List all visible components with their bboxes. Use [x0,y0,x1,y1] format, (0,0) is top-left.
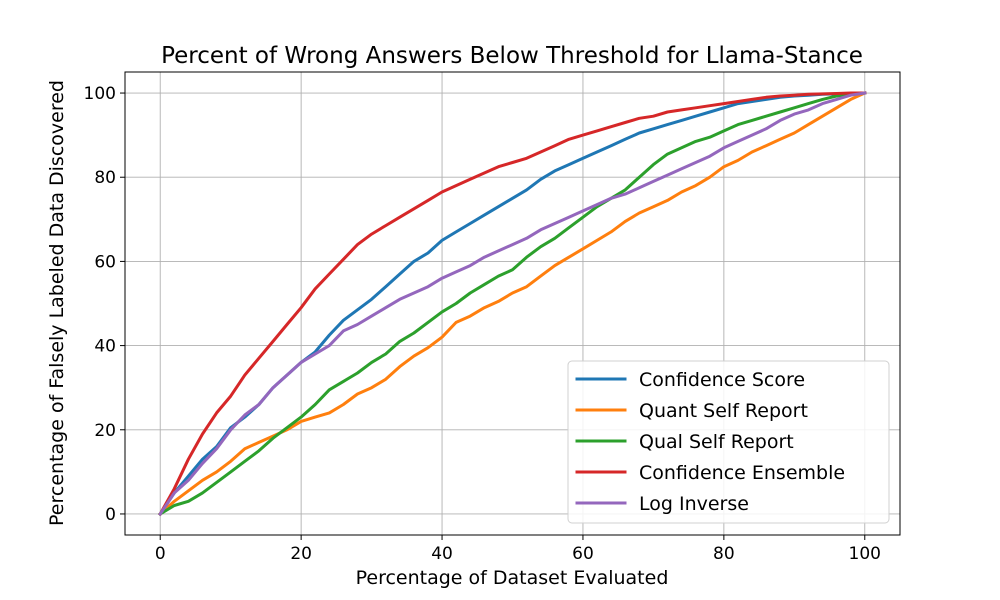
legend-box [567,360,890,524]
y-tick-label-0: 0 [105,505,116,525]
y-tick-label-20: 20 [94,421,116,441]
x-tick-label-0: 0 [155,544,166,564]
axis-ticks: 0 20 40 60 80 100 0 20 40 60 80 100 [84,84,881,564]
series-line-confidence-ensemble [158,91,867,517]
series-line-qual-self-report [158,91,867,517]
y-axis-label: Percentage of Falsely Labeled Data Disco… [46,80,68,526]
series-lines [158,91,867,517]
y-tick-label-80: 80 [94,168,116,188]
axes-frame [124,71,901,536]
legend-label-qual-self-report: Qual Self Report [639,431,794,453]
series-line-log-inverse [158,91,867,517]
y-tick-label-40: 40 [94,337,116,357]
legend-label-quant-self-report: Quant Self Report [639,400,808,422]
legend-label-log-inverse: Log Inverse [639,493,749,515]
legend: Confidence Score Quant Self Report Qual … [567,360,890,524]
legend-label-confidence-score: Confidence Score [639,369,805,391]
x-tick-label-100: 100 [849,544,881,564]
x-tick-label-40: 40 [431,544,453,564]
x-tick-label-20: 20 [290,544,312,564]
x-tick-label-80: 80 [713,544,735,564]
chart-title: Percent of Wrong Answers Below Threshold… [161,43,863,69]
x-tick-label-60: 60 [572,544,594,564]
x-axis-label: Percentage of Dataset Evaluated [356,567,669,589]
legend-label-confidence-ensemble: Confidence Ensemble [639,462,845,484]
grid [125,72,900,535]
y-tick-label-100: 100 [84,84,116,104]
y-tick-label-60: 60 [94,252,116,272]
